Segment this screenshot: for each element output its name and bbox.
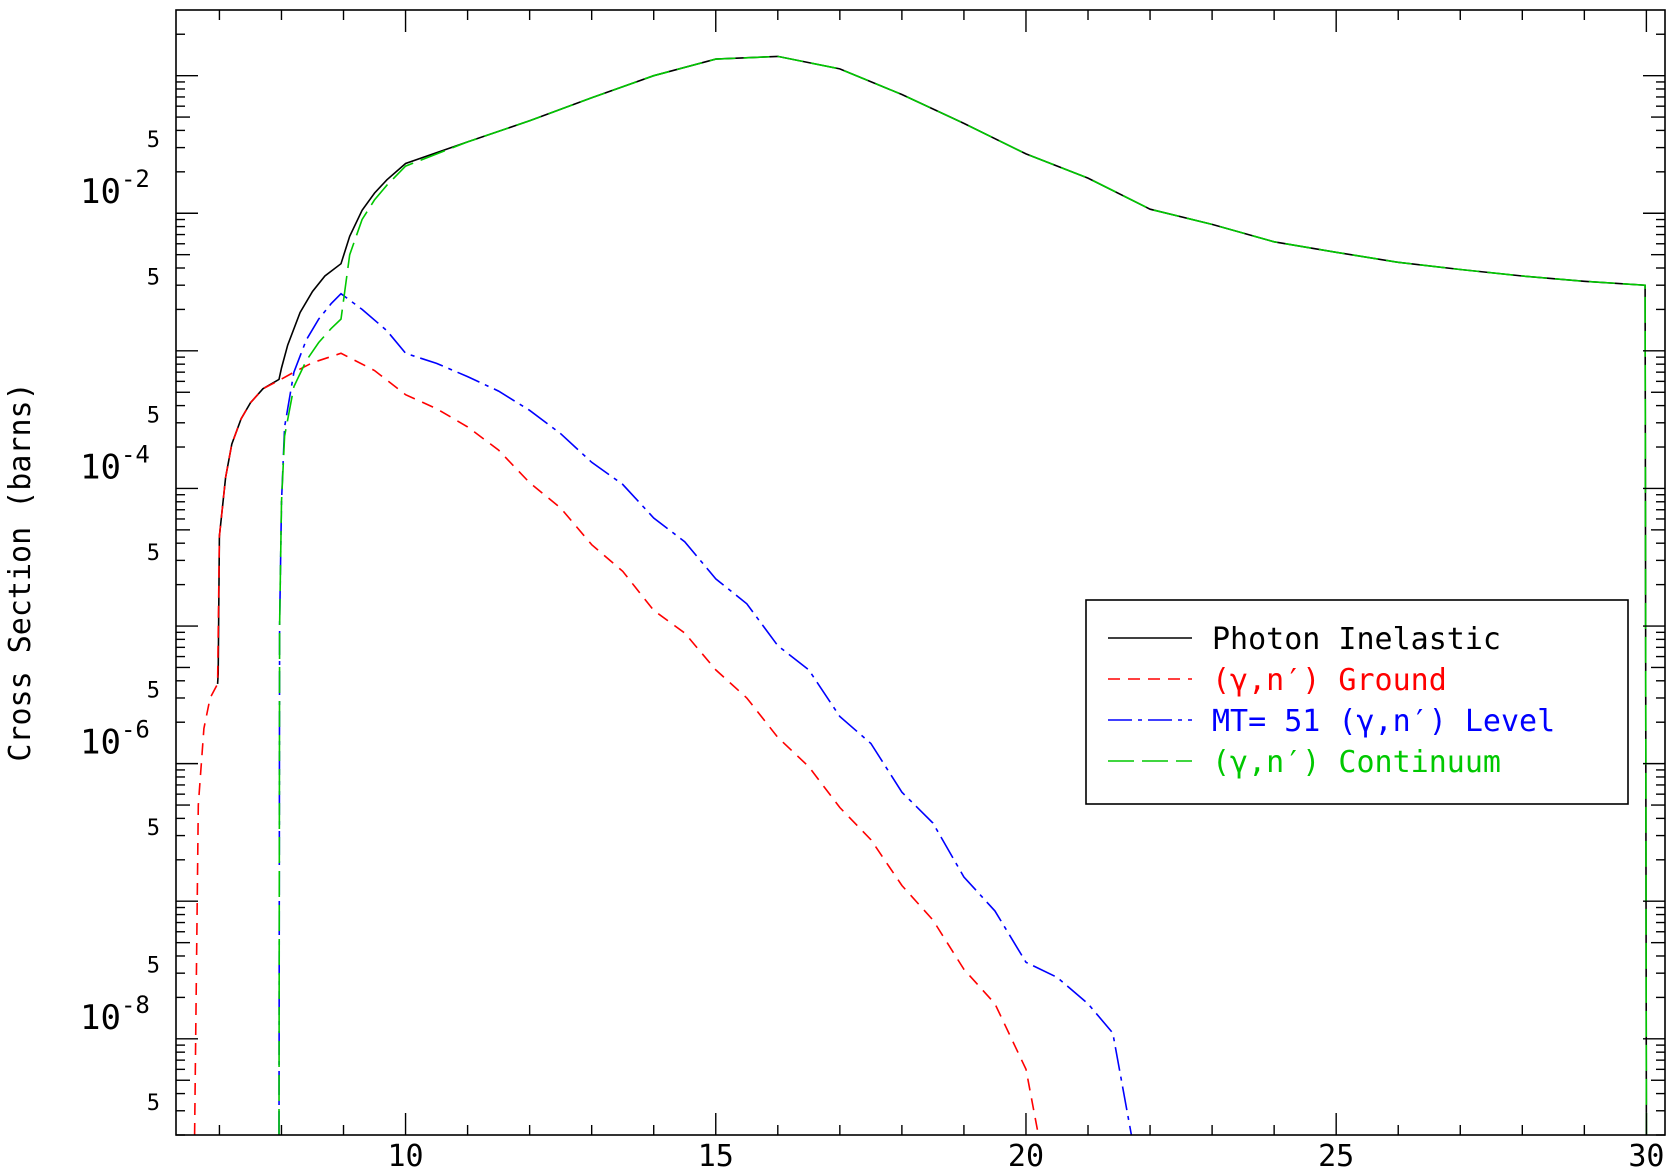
y-minor-tick-label: 5 <box>147 128 160 153</box>
y-minor-tick-label: 5 <box>147 816 160 841</box>
plot-frame <box>175 9 1666 1136</box>
legend-entry: (γ,n′) Continuum <box>1212 745 1501 780</box>
y-major-tick-label: 10-8 <box>80 991 150 1038</box>
series-layer <box>193 55 1648 1135</box>
series-line-3 <box>278 292 1133 1135</box>
x-tick-label: 20 <box>1008 1139 1044 1174</box>
legend-entry: (γ,n′) Ground <box>1212 663 1447 698</box>
y-minor-tick-label: 5 <box>147 541 160 566</box>
y-major-tick-label: 10-6 <box>80 716 150 763</box>
x-tick-label: 30 <box>1628 1139 1664 1174</box>
ticks-layer <box>176 10 1665 1136</box>
y-major-tick-label: 10-2 <box>80 165 150 212</box>
y-minor-tick-label: 5 <box>147 678 160 703</box>
legend: Photon Inelastic (γ,n′) Ground MT= 51 (γ,n… <box>1085 599 1629 805</box>
x-tick-label: 15 <box>698 1139 734 1174</box>
tick-labels-layer: 10 15 20 25 30 5 5 5 5 5 5 5 5 10-2 10-4 10-6 10-8 <box>80 128 1664 1174</box>
y-minor-tick-label: 5 <box>147 266 160 291</box>
x-tick-label: 10 <box>387 1139 423 1174</box>
y-major-tick-label: 10-4 <box>80 440 150 487</box>
legend-entry: Photon Inelastic <box>1212 622 1501 657</box>
x-tick-label: 25 <box>1318 1139 1354 1174</box>
y-axis-label: Cross Section (barns) <box>3 382 38 761</box>
y-minor-tick-label: 5 <box>147 403 160 428</box>
series-line-4 <box>278 55 1648 1135</box>
y-minor-tick-label: 5 <box>147 1091 160 1116</box>
series-line-2 <box>193 352 1040 1135</box>
legend-entry: MT= 51 (γ,n′) Level <box>1212 704 1555 739</box>
legend-box <box>1085 599 1629 805</box>
y-minor-tick-label: 5 <box>147 954 160 979</box>
